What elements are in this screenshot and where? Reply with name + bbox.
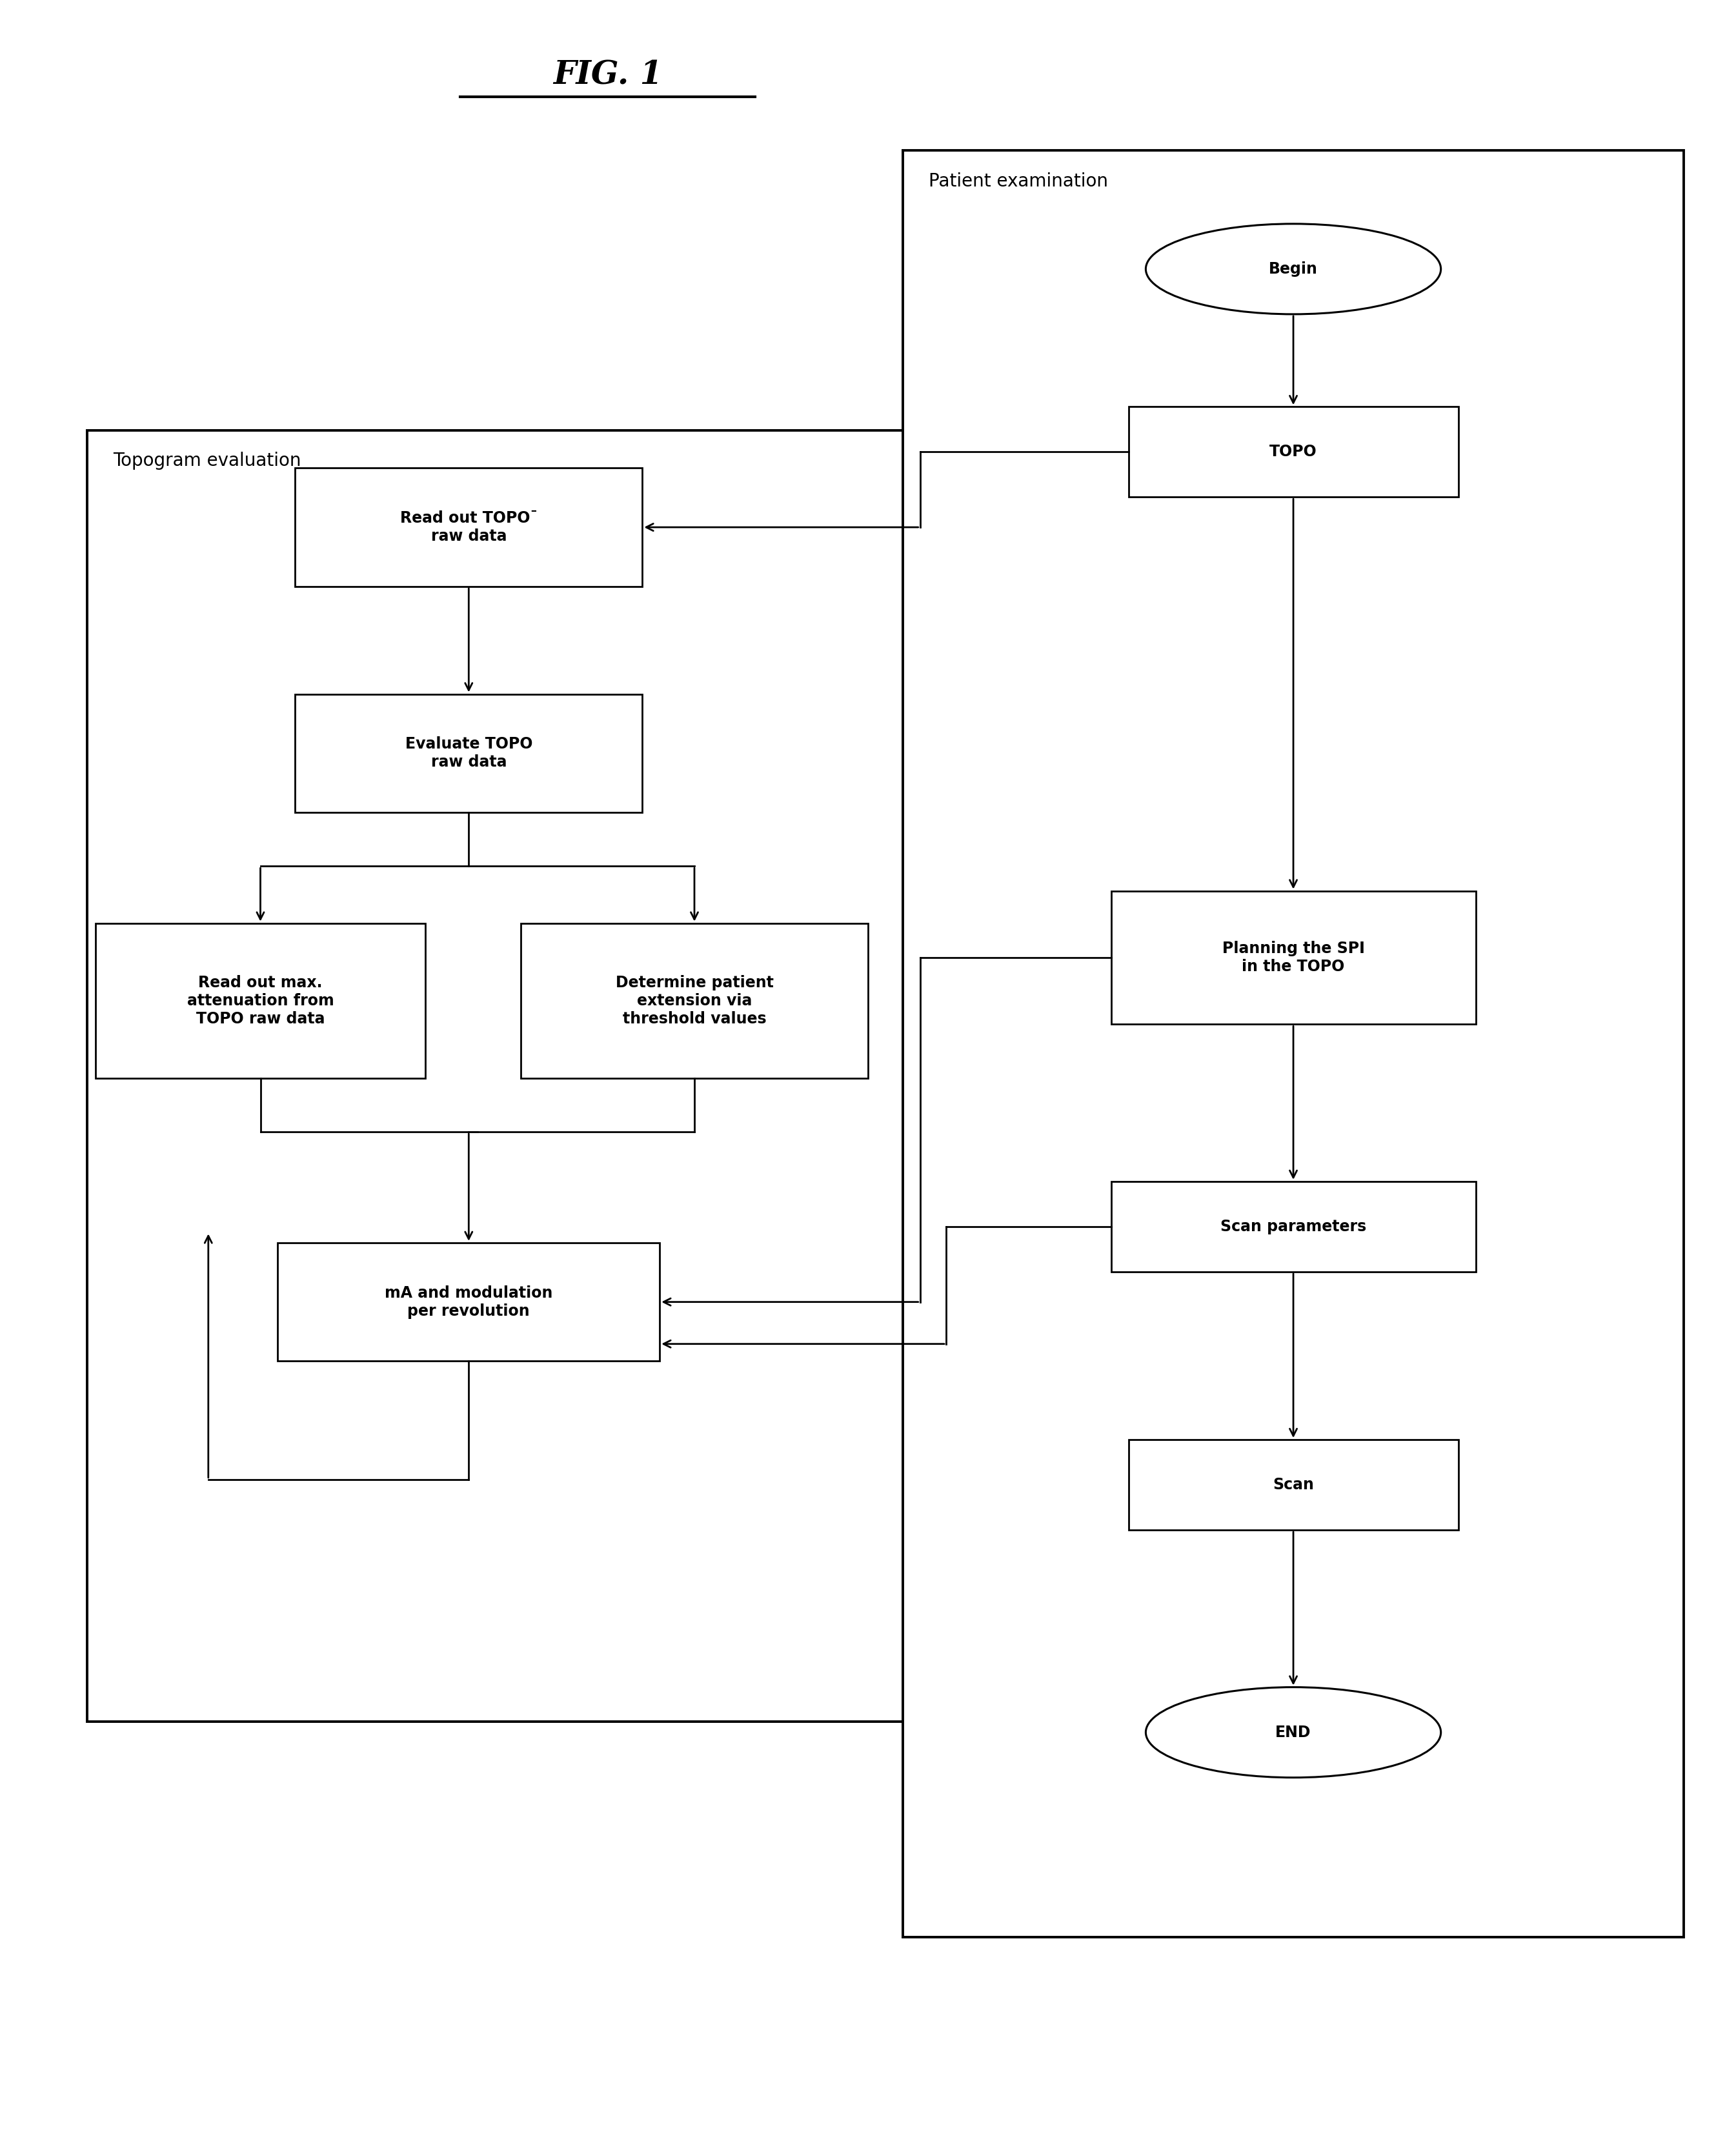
Text: Scan parameters: Scan parameters (1220, 1218, 1366, 1235)
FancyBboxPatch shape (295, 693, 642, 811)
Text: Planning the SPI
in the TOPO: Planning the SPI in the TOPO (1222, 940, 1364, 975)
FancyBboxPatch shape (95, 923, 425, 1078)
Ellipse shape (1146, 1687, 1441, 1778)
FancyBboxPatch shape (1111, 1181, 1476, 1272)
FancyBboxPatch shape (1128, 1440, 1458, 1530)
Text: Read out max.
attenuation from
TOPO raw data: Read out max. attenuation from TOPO raw … (187, 975, 333, 1027)
Text: Determine patient
extension via
threshold values: Determine patient extension via threshol… (615, 975, 774, 1027)
FancyBboxPatch shape (278, 1244, 660, 1362)
Text: Scan: Scan (1272, 1476, 1314, 1493)
Text: Begin: Begin (1269, 260, 1318, 278)
Text: Evaluate TOPO
raw data: Evaluate TOPO raw data (404, 736, 533, 770)
Text: END: END (1276, 1724, 1311, 1741)
FancyBboxPatch shape (1111, 891, 1476, 1024)
Text: Patient examination: Patient examination (929, 172, 1108, 189)
FancyBboxPatch shape (1128, 407, 1458, 497)
FancyBboxPatch shape (903, 151, 1684, 1937)
Text: Topogram evaluation: Topogram evaluation (113, 452, 300, 469)
Text: Read out TOPO¯
raw data: Read out TOPO¯ raw data (399, 510, 538, 544)
Ellipse shape (1146, 224, 1441, 314)
Text: TOPO: TOPO (1269, 443, 1318, 461)
FancyBboxPatch shape (521, 923, 868, 1078)
FancyBboxPatch shape (87, 430, 937, 1722)
FancyBboxPatch shape (295, 469, 642, 587)
Text: FIG. 1: FIG. 1 (554, 60, 661, 90)
Text: mA and modulation
per revolution: mA and modulation per revolution (385, 1285, 552, 1319)
